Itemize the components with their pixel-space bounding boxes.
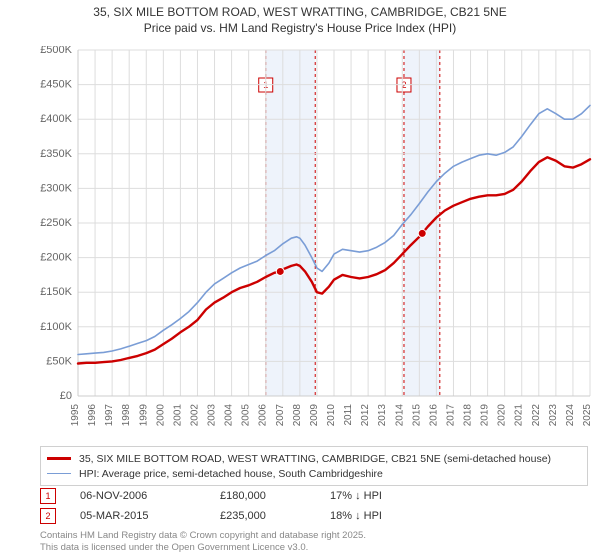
svg-text:2011: 2011 xyxy=(343,404,354,426)
svg-text:1995: 1995 xyxy=(70,404,81,427)
svg-text:2022: 2022 xyxy=(531,404,542,427)
sale-price: £235,000 xyxy=(220,510,330,522)
svg-text:1997: 1997 xyxy=(104,404,115,427)
chart-title: 35, SIX MILE BOTTOM ROAD, WEST WRATTING,… xyxy=(0,0,600,36)
svg-text:2003: 2003 xyxy=(207,404,218,427)
footer-line1: Contains HM Land Registry data © Crown c… xyxy=(40,530,366,542)
chart-container: 35, SIX MILE BOTTOM ROAD, WEST WRATTING,… xyxy=(0,0,600,560)
legend: 35, SIX MILE BOTTOM ROAD, WEST WRATTING,… xyxy=(40,446,588,486)
svg-text:£200K: £200K xyxy=(40,252,72,264)
legend-swatch-hpi xyxy=(47,473,71,475)
sale-date: 06-NOV-2006 xyxy=(80,490,220,502)
sales-table: 1 06-NOV-2006 £180,000 17% ↓ HPI 2 05-MA… xyxy=(40,486,450,526)
svg-text:2023: 2023 xyxy=(548,404,559,427)
legend-row-price-paid: 35, SIX MILE BOTTOM ROAD, WEST WRATTING,… xyxy=(47,451,581,466)
svg-text:2007: 2007 xyxy=(275,404,286,427)
footer-line2: This data is licensed under the Open Gov… xyxy=(40,542,366,554)
footer: Contains HM Land Registry data © Crown c… xyxy=(40,530,366,555)
sale-row: 1 06-NOV-2006 £180,000 17% ↓ HPI xyxy=(40,486,450,506)
chart-svg: 12£0£50K£100K£150K£200K£250K£300K£350K£4… xyxy=(40,46,594,436)
svg-text:2013: 2013 xyxy=(377,404,388,427)
svg-text:2008: 2008 xyxy=(292,404,303,427)
chart-area: 12£0£50K£100K£150K£200K£250K£300K£350K£4… xyxy=(40,46,594,436)
sale-price: £180,000 xyxy=(220,490,330,502)
sale-row: 2 05-MAR-2015 £235,000 18% ↓ HPI xyxy=(40,506,450,526)
svg-text:2021: 2021 xyxy=(514,404,525,427)
sale-date: 05-MAR-2015 xyxy=(80,510,220,522)
svg-text:2020: 2020 xyxy=(497,404,508,427)
svg-text:£100K: £100K xyxy=(40,321,72,333)
svg-text:1996: 1996 xyxy=(87,404,98,427)
svg-text:2012: 2012 xyxy=(360,404,371,427)
svg-text:2024: 2024 xyxy=(565,404,576,427)
svg-text:1998: 1998 xyxy=(121,404,132,427)
svg-text:2018: 2018 xyxy=(463,404,474,427)
sale-delta: 18% ↓ HPI xyxy=(330,510,450,522)
svg-text:£400K: £400K xyxy=(40,113,72,125)
svg-text:£450K: £450K xyxy=(40,79,72,91)
svg-text:2001: 2001 xyxy=(172,404,183,427)
svg-text:2002: 2002 xyxy=(189,404,200,427)
svg-text:2019: 2019 xyxy=(480,404,491,427)
svg-text:2010: 2010 xyxy=(326,404,337,427)
svg-text:£50K: £50K xyxy=(46,355,72,367)
legend-row-hpi: HPI: Average price, semi-detached house,… xyxy=(47,466,581,481)
svg-text:£250K: £250K xyxy=(40,217,72,229)
svg-text:£500K: £500K xyxy=(40,46,72,56)
svg-text:2014: 2014 xyxy=(394,404,405,427)
svg-text:2025: 2025 xyxy=(582,404,593,427)
svg-text:2005: 2005 xyxy=(241,404,252,427)
svg-text:2016: 2016 xyxy=(428,404,439,427)
svg-text:2006: 2006 xyxy=(258,404,269,427)
svg-text:£350K: £350K xyxy=(40,148,72,160)
legend-swatch-price-paid xyxy=(47,457,71,459)
svg-text:£300K: £300K xyxy=(40,182,72,194)
svg-text:£0: £0 xyxy=(60,390,72,402)
svg-text:2004: 2004 xyxy=(224,404,235,427)
sale-delta: 17% ↓ HPI xyxy=(330,490,450,502)
svg-text:£150K: £150K xyxy=(40,286,72,298)
title-line1: 35, SIX MILE BOTTOM ROAD, WEST WRATTING,… xyxy=(0,4,600,20)
svg-text:2000: 2000 xyxy=(155,404,166,427)
svg-text:2009: 2009 xyxy=(309,404,320,427)
svg-text:1999: 1999 xyxy=(138,404,149,427)
svg-text:2015: 2015 xyxy=(411,404,422,427)
svg-text:2017: 2017 xyxy=(445,404,456,427)
sale-marker-icon: 2 xyxy=(40,508,56,524)
legend-label-price-paid: 35, SIX MILE BOTTOM ROAD, WEST WRATTING,… xyxy=(79,453,551,465)
legend-label-hpi: HPI: Average price, semi-detached house,… xyxy=(79,468,383,480)
sale-marker-icon: 1 xyxy=(40,488,56,504)
title-line2: Price paid vs. HM Land Registry's House … xyxy=(0,20,600,36)
